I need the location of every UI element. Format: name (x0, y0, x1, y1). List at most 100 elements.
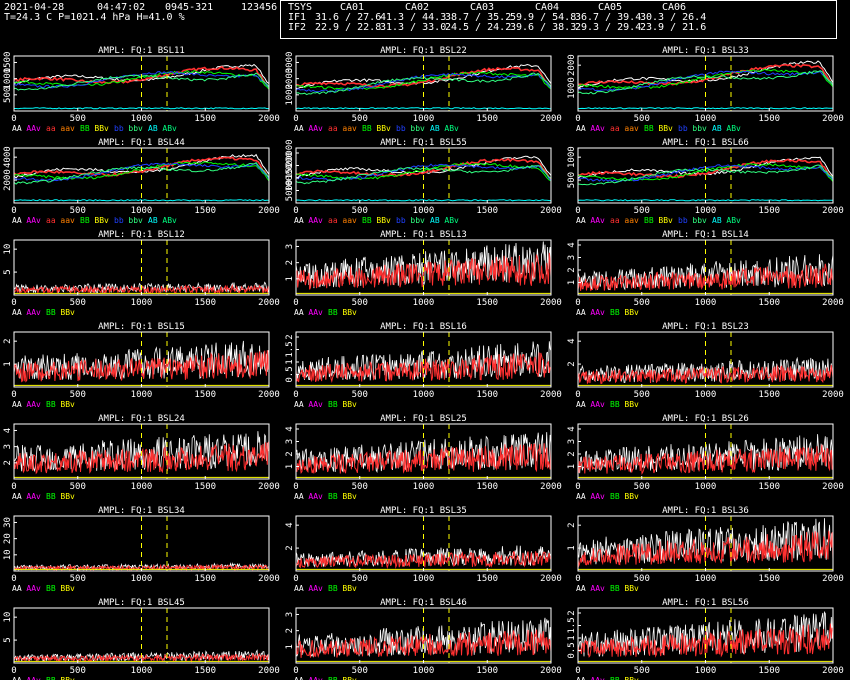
y-tick-label: 5 (3, 269, 13, 274)
plot-bsl55: AMPL: FQ:1 BSL55 0 500 1000 1500 2000 50001000… (285, 138, 562, 225)
if2-ca02: 31.3 / 33.0 (380, 22, 447, 33)
series-aa (13, 431, 270, 473)
y-tick-label: 1 (567, 280, 577, 285)
antenna-col-6: CA06 (662, 2, 687, 13)
if1-ca01: 31.6 / 27.6 (315, 12, 382, 23)
legend-ab: AB (712, 216, 722, 225)
series-bb (295, 252, 552, 290)
legend-bb: bb (396, 124, 406, 133)
y-tick-label: 4000 (3, 146, 13, 168)
x-tick-label: 500 (352, 390, 368, 400)
x-tick-label: 1500 (194, 666, 216, 676)
legend-aav: aav (624, 216, 639, 225)
y-tick-label: 3 (567, 439, 577, 444)
x-tick-label: 2000 (822, 114, 844, 124)
if1-ca03: 38.7 / 35.2 (445, 12, 512, 23)
x-tick-label: 2000 (258, 390, 280, 400)
plot-title: AMPL: FQ:1 BSL46 (380, 598, 467, 608)
y-tick-label: 1000 (3, 68, 13, 90)
legend-bbv: bbv (410, 124, 425, 133)
x-tick-label: 2000 (822, 574, 844, 584)
plot-title: AMPL: FQ:1 BSL45 (98, 598, 185, 608)
x-tick-label: 1500 (758, 206, 780, 216)
x-tick-label: 1000 (695, 114, 717, 124)
y-tick-label: 3 (3, 444, 13, 449)
legend-aa: AA (576, 308, 586, 317)
x-tick-label: 1000 (413, 298, 435, 308)
legend-aav: AAv (26, 124, 41, 133)
antenna-col-3: CA03 (470, 2, 495, 13)
legend-abv: ABv (726, 124, 741, 133)
y-tick-label: 1.5 (285, 341, 295, 357)
x-tick-label: 0 (293, 206, 298, 216)
y-tick-label: 30 (3, 517, 13, 528)
x-tick-label: 500 (70, 574, 86, 584)
series-aa (577, 158, 834, 181)
legend-aa: aa (328, 216, 338, 225)
x-tick-label: 500 (634, 390, 650, 400)
series-bb (577, 530, 834, 568)
x-tick-label: 500 (634, 298, 650, 308)
legend-aav: AAv (308, 676, 323, 680)
x-tick-label: 500 (634, 206, 650, 216)
legend-aa: AA (576, 584, 586, 593)
x-tick-label: 1500 (194, 482, 216, 492)
x-tick-label: 1000 (413, 114, 435, 124)
x-tick-label: 2000 (258, 482, 280, 492)
legend-bbv: BBv (94, 216, 109, 225)
plot-bsl35: AMPL: FQ:1 BSL35 0 500 1000 1500 2000 2 4 AA AAv B… (285, 506, 562, 593)
plot-title: AMPL: FQ:1 BSL34 (98, 506, 185, 516)
legend-bbv: BBv (342, 584, 357, 593)
legend-aa: AA (294, 308, 304, 317)
legend-aav: aav (60, 216, 75, 225)
x-tick-label: 500 (352, 114, 368, 124)
x-tick-label: 2000 (540, 390, 562, 400)
legend-bb: BB (80, 124, 90, 133)
y-tick-label: 4 (567, 242, 577, 247)
x-tick-label: 500 (70, 390, 86, 400)
legend-aav: AAv (308, 308, 323, 317)
plot-bsl13: AMPL: FQ:1 BSL13 0 500 1000 1500 2000 1 2 3 AA AAv… (285, 230, 562, 317)
legend-bbv: bbv (692, 124, 707, 133)
weather-readout: T=24.3 C P=1021.4 hPa H=41.0 % (4, 12, 185, 23)
x-tick-label: 1000 (695, 666, 717, 676)
y-tick-label: 1 (567, 464, 577, 469)
legend-bb: BB (610, 308, 620, 317)
x-tick-label: 1000 (413, 482, 435, 492)
legend-aav: AAv (590, 676, 605, 680)
y-tick-label: 1 (567, 635, 577, 640)
plot-bsl36: AMPL: FQ:1 BSL36 0 500 1000 1500 2000 1 2 AA AAv B… (567, 506, 844, 593)
legend-bbv: BBv (342, 308, 357, 317)
x-tick-label: 500 (634, 666, 650, 676)
legend-bbv: BBv (342, 676, 357, 680)
legend-bb: bb (114, 124, 124, 133)
legend-aav: AAv (590, 124, 605, 133)
y-tick-label: 15000 (285, 152, 295, 179)
y-tick-label: 2 (567, 610, 577, 615)
x-tick-label: 2000 (258, 206, 280, 216)
y-tick-label: 1 (285, 644, 295, 649)
x-tick-label: 1500 (758, 574, 780, 584)
y-tick-label: 3 (285, 244, 295, 249)
x-tick-label: 0 (293, 298, 298, 308)
y-tick-label: 2 (3, 338, 13, 343)
x-tick-label: 1500 (194, 390, 216, 400)
x-tick-label: 1000 (695, 390, 717, 400)
legend-bbv: BBv (60, 308, 75, 317)
x-tick-label: 2000 (258, 574, 280, 584)
x-tick-label: 2000 (540, 298, 562, 308)
plot-title: AMPL: FQ:1 BSL24 (98, 414, 185, 424)
if1-ca05: 36.7 / 39.4 (575, 12, 642, 23)
x-tick-label: 0 (11, 206, 16, 216)
y-tick-label: 2 (285, 260, 295, 265)
if1-ca02: 41.3 / 44.3 (380, 12, 447, 23)
legend-aa: AA (576, 492, 586, 501)
y-tick-label: 2 (285, 545, 295, 550)
antenna-col-4: CA04 (535, 2, 560, 13)
legend-bb: BB (46, 584, 56, 593)
x-tick-label: 1500 (476, 206, 498, 216)
legend-aav: aav (342, 124, 357, 133)
plot-bsl24: AMPL: FQ:1 BSL24 0 500 1000 1500 2000 2 3 4 AA AAv… (3, 414, 280, 501)
x-tick-label: 2000 (822, 206, 844, 216)
x-tick-label: 2000 (540, 574, 562, 584)
